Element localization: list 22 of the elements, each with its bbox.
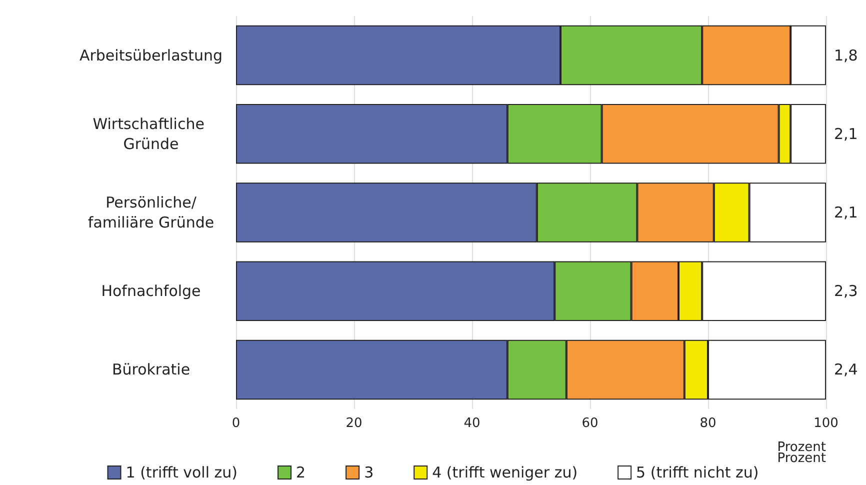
legend-label: 4 (trifft weniger zu) [432,464,578,482]
text: 1,8 [834,46,858,64]
text: 2,1 [834,124,858,143]
x-tick-label: 60 [582,416,598,431]
y-tick-label: Persönliche/familiäre Gründe [88,194,214,232]
x-tick-label: 80 [700,416,716,431]
text: 2,3 [834,282,858,300]
text: 2,1 [834,204,858,222]
y-tick-label: Wirtschaftliche Gründe [92,114,210,153]
x-tick-label: 0 [232,416,240,431]
x-tick-label: 100 [814,416,838,431]
x-tick-label: 20 [346,416,362,431]
legend-label: 2 [296,464,306,482]
legend-label: 5 (trifft nicht zu) [636,464,759,482]
text: Prozent [777,451,826,466]
x-tick-label: 40 [464,416,480,431]
y-tick-label: Hofnachfolge [101,282,201,300]
y-tick-label: Arbeitsüberlastung [79,46,223,64]
legend-label: 1 (trifft voll zu) [126,464,238,482]
legend-label: 3 [364,464,374,482]
y-tick-label: Bürokratie [112,360,190,379]
text: 2,4 [834,360,858,379]
